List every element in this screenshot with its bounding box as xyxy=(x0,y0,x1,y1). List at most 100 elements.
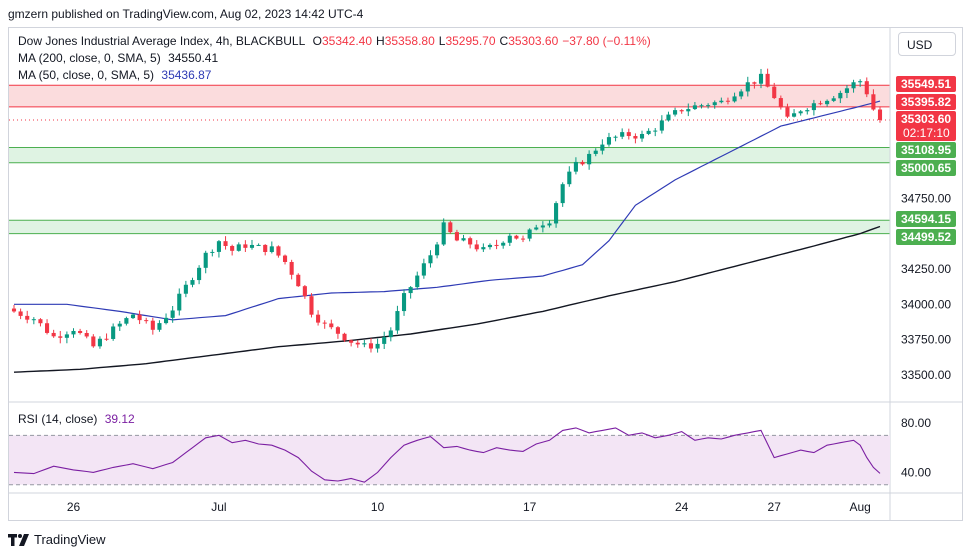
candle-body-47 xyxy=(322,322,327,324)
candle-body-99 xyxy=(666,114,671,121)
candle-38 xyxy=(263,244,268,256)
zone-1 xyxy=(9,147,890,163)
candle-body-12 xyxy=(91,336,96,347)
candle-115 xyxy=(772,82,777,100)
time-tick-4: 24 xyxy=(675,500,689,514)
candle-0 xyxy=(11,305,17,313)
candle-body-129 xyxy=(864,81,869,95)
candle-body-114 xyxy=(765,73,770,87)
candle-body-52 xyxy=(355,342,360,345)
candle-body-104 xyxy=(699,105,704,107)
candle-body-98 xyxy=(659,120,664,131)
candle-84 xyxy=(567,166,572,187)
candle-19 xyxy=(137,310,142,325)
price-label-bg-4 xyxy=(896,160,956,176)
candle-16 xyxy=(117,320,122,331)
time-tick-0: 26 xyxy=(67,500,81,514)
legend-symbol-row: Dow Jones Industrial Average Index, 4h, … xyxy=(18,34,655,48)
currency-button[interactable]: USD xyxy=(898,32,956,56)
candle-body-14 xyxy=(104,338,109,340)
price-label-text-3: 35108.95 xyxy=(901,143,951,157)
candle-body-34 xyxy=(236,244,241,251)
candle-body-58 xyxy=(395,311,400,331)
candle-body-82 xyxy=(554,203,559,224)
candle-body-9 xyxy=(71,330,76,335)
candle-54 xyxy=(368,338,374,353)
candle-108 xyxy=(725,97,731,105)
candle-58 xyxy=(395,305,400,334)
candle-67 xyxy=(454,229,459,242)
candle-81 xyxy=(547,220,552,228)
candle-body-123 xyxy=(825,100,830,105)
candle-11 xyxy=(84,330,89,339)
time-tick-2: 10 xyxy=(371,500,385,514)
candle-body-78 xyxy=(527,229,532,239)
candle-73 xyxy=(494,239,499,250)
candle-body-33 xyxy=(230,245,235,251)
candle-92 xyxy=(620,128,625,140)
candle-18 xyxy=(130,313,136,320)
price-label-text-2: 35303.60 xyxy=(901,112,951,126)
candle-body-7 xyxy=(58,336,63,338)
candle-24 xyxy=(170,305,175,323)
candle-129 xyxy=(864,77,869,98)
candle-body-84 xyxy=(567,171,572,185)
price-label-5: 34594.15 xyxy=(896,211,956,227)
candle-1 xyxy=(18,308,23,320)
candle-68 xyxy=(461,234,466,242)
candle-13 xyxy=(97,336,102,349)
candle-body-100 xyxy=(673,110,678,115)
candle-body-13 xyxy=(97,338,102,347)
candle-123 xyxy=(825,99,830,107)
candle-body-50 xyxy=(342,333,347,341)
candle-body-94 xyxy=(633,136,638,139)
footer-brand: TradingView xyxy=(34,532,106,547)
candle-90 xyxy=(606,132,612,147)
candle-body-45 xyxy=(309,296,314,315)
candle-103 xyxy=(692,101,697,111)
candle-body-101 xyxy=(679,110,684,112)
publish-credit: gmzern published on TradingView.com, Aug… xyxy=(8,7,364,21)
candle-body-68 xyxy=(461,238,466,241)
candle-30 xyxy=(210,249,215,257)
candle-body-80 xyxy=(540,225,545,228)
candle-2 xyxy=(25,310,30,324)
time-tick-5: 27 xyxy=(768,500,782,514)
candle-body-115 xyxy=(772,86,777,99)
price-tick-1: 33750.00 xyxy=(901,333,951,347)
candle-body-48 xyxy=(329,323,334,328)
tradingview-logo-icon xyxy=(8,533,29,546)
legend-rsi-row: RSI (14, close) 39.12 xyxy=(18,412,139,426)
candle-75 xyxy=(507,233,512,247)
candle-37 xyxy=(256,243,261,246)
candle-body-75 xyxy=(507,235,512,243)
candle-56 xyxy=(382,331,387,349)
candle-45 xyxy=(309,293,314,318)
candle-71 xyxy=(481,243,486,252)
price-label-4: 35000.65 xyxy=(896,160,956,176)
candle-95 xyxy=(639,130,645,142)
candle-body-111 xyxy=(745,82,750,92)
candle-body-125 xyxy=(838,92,843,99)
candle-body-90 xyxy=(606,137,612,145)
candle-body-127 xyxy=(851,82,856,89)
candle-59 xyxy=(401,289,407,316)
rsi-line xyxy=(13,427,881,483)
candle-101 xyxy=(679,109,684,114)
candle-body-54 xyxy=(368,343,374,349)
candle-body-103 xyxy=(692,105,697,110)
price-label-bg-5 xyxy=(896,211,956,227)
candle-128 xyxy=(858,79,863,87)
price-label-0: 35549.51 xyxy=(896,76,956,92)
candle-70 xyxy=(474,240,479,252)
candle-60 xyxy=(408,286,413,299)
candle-body-105 xyxy=(706,105,711,107)
candle-body-29 xyxy=(203,252,208,268)
candle-31 xyxy=(216,240,221,258)
footer: TradingView xyxy=(8,532,106,547)
candle-86 xyxy=(580,160,585,166)
candle-53 xyxy=(362,339,367,348)
candle-14 xyxy=(104,333,109,341)
candles-layer xyxy=(11,68,883,353)
